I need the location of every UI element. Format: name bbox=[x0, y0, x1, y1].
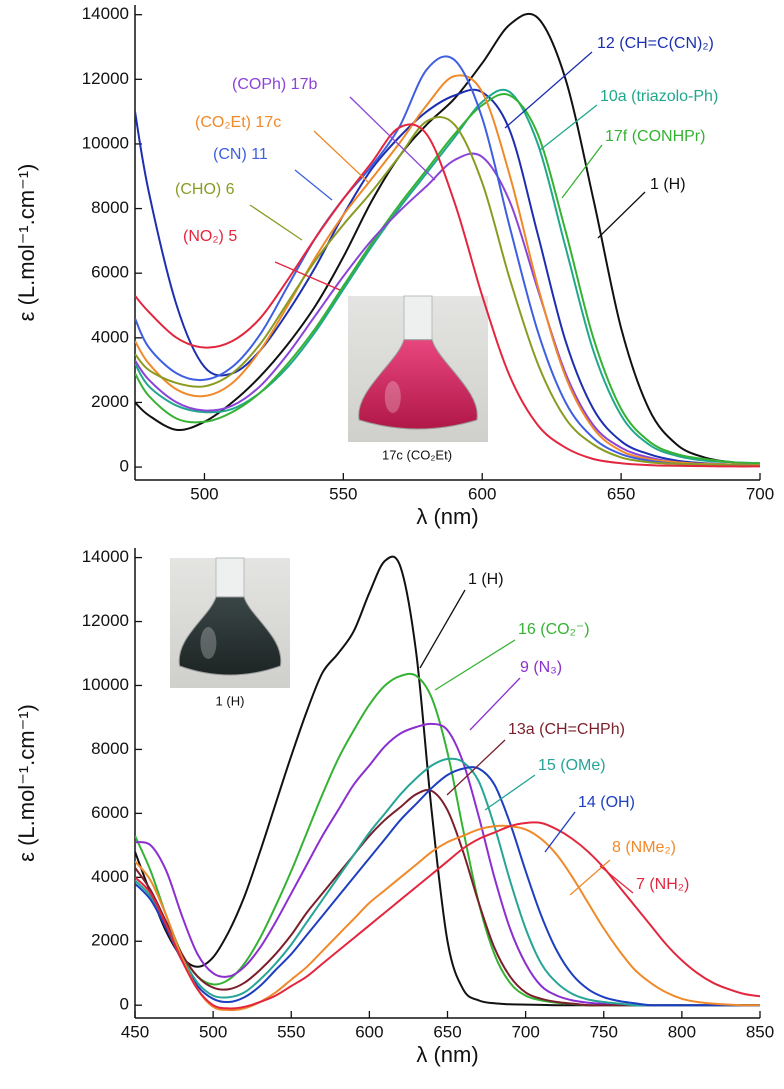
leader-line bbox=[249, 204, 303, 241]
y-tick-label: 6000 bbox=[91, 263, 129, 282]
x-axis-label: λ (nm) bbox=[416, 504, 478, 529]
x-tick-label: 850 bbox=[746, 1022, 774, 1041]
series-label: (CN) 11 bbox=[213, 146, 268, 163]
leader-line bbox=[504, 51, 593, 129]
y-tick-label: 14000 bbox=[82, 4, 129, 23]
spectrum-line bbox=[135, 824, 760, 1012]
spectrum-line bbox=[135, 88, 760, 467]
flask-neck bbox=[215, 557, 245, 598]
leader-line bbox=[561, 144, 603, 199]
y-tick-label: 12000 bbox=[82, 611, 129, 630]
series-label: 8 (NMe₂) bbox=[612, 839, 676, 856]
series-label: 10a (triazolo-Ph) bbox=[600, 88, 718, 105]
y-tick-label: 4000 bbox=[91, 867, 129, 886]
x-tick-label: 650 bbox=[433, 1022, 461, 1041]
spectrum-line bbox=[135, 88, 760, 465]
series-label: 17f (CONHPr) bbox=[605, 128, 705, 145]
leader-line bbox=[446, 739, 506, 796]
spectrum-line bbox=[135, 123, 760, 468]
spectrum-line bbox=[135, 152, 760, 467]
spectrum-line bbox=[135, 722, 760, 1007]
x-tick-label: 750 bbox=[590, 1022, 618, 1041]
leader-line bbox=[569, 859, 611, 896]
x-tick-label: 500 bbox=[199, 1022, 227, 1041]
y-tick-label: 6000 bbox=[91, 803, 129, 822]
leader-line bbox=[434, 639, 516, 691]
leader-line bbox=[349, 96, 436, 181]
y-tick-label: 0 bbox=[120, 995, 129, 1014]
x-tick-label: 600 bbox=[355, 1022, 383, 1041]
y-tick-label: 12000 bbox=[82, 69, 129, 88]
x-tick-label: 700 bbox=[746, 484, 774, 503]
series-label: 13a (CH=CHPh) bbox=[508, 721, 625, 738]
series-label: 7 (NH₂) bbox=[636, 876, 689, 893]
leader-line bbox=[544, 811, 576, 853]
series-label: 9 (N₃) bbox=[520, 659, 562, 676]
leader-line bbox=[539, 104, 598, 151]
spectrum-line bbox=[135, 788, 760, 1007]
x-axis-label: λ (nm) bbox=[416, 1042, 478, 1067]
leader-line bbox=[469, 677, 521, 731]
series-label: (CHO) 6 bbox=[175, 181, 235, 198]
series-label: 14 (OH) bbox=[578, 794, 635, 811]
x-tick-label: 500 bbox=[190, 484, 218, 503]
leader-line bbox=[313, 130, 369, 183]
series-label: 1 (H) bbox=[650, 176, 686, 193]
y-tick-label: 0 bbox=[120, 457, 129, 476]
y-tick-label: 4000 bbox=[91, 327, 129, 346]
flask-body bbox=[358, 339, 478, 430]
y-tick-label: 14000 bbox=[82, 547, 129, 566]
leader-line bbox=[484, 774, 536, 811]
flask-highlight bbox=[384, 381, 401, 413]
spectrum-line bbox=[135, 12, 760, 465]
x-tick-label: 800 bbox=[668, 1022, 696, 1041]
y-tick-label: 8000 bbox=[91, 198, 129, 217]
spectrum-line bbox=[135, 55, 760, 467]
y-axis-label: ε (L.mol⁻¹.cm⁻¹) bbox=[14, 704, 39, 862]
y-tick-label: 2000 bbox=[91, 931, 129, 950]
y-tick-label: 8000 bbox=[91, 739, 129, 758]
inset-caption: 1 (H) bbox=[216, 693, 245, 708]
x-tick-label: 450 bbox=[121, 1022, 149, 1041]
spectrum-line bbox=[135, 93, 760, 465]
x-tick-label: 650 bbox=[607, 484, 635, 503]
spectrum-line bbox=[135, 116, 760, 467]
leader-line bbox=[597, 191, 646, 239]
flask-body bbox=[178, 596, 282, 676]
spectrum-line bbox=[135, 74, 760, 467]
y-tick-label: 2000 bbox=[91, 392, 129, 411]
series-label: (COPh) 17b bbox=[232, 76, 317, 93]
spectrum-line bbox=[135, 821, 760, 1010]
y-axis-label: ε (L.mol⁻¹.cm⁻¹) bbox=[14, 164, 39, 322]
flask-highlight bbox=[200, 627, 217, 659]
x-tick-label: 600 bbox=[468, 484, 496, 503]
leader-line bbox=[274, 261, 341, 291]
x-tick-label: 550 bbox=[329, 484, 357, 503]
plot-area bbox=[135, 12, 760, 468]
flask-neck bbox=[403, 295, 433, 341]
leader-line bbox=[419, 589, 466, 669]
x-tick-label: 700 bbox=[511, 1022, 539, 1041]
leader-line bbox=[294, 169, 333, 201]
y-tick-label: 10000 bbox=[82, 133, 129, 152]
x-tick-label: 550 bbox=[277, 1022, 305, 1041]
series-label: 15 (OMe) bbox=[538, 757, 606, 774]
series-label: (NO₂) 5 bbox=[183, 228, 237, 245]
leader-line bbox=[599, 865, 634, 894]
y-tick-label: 10000 bbox=[82, 675, 129, 694]
series-label: 12 (CH=C(CN)₂) bbox=[597, 35, 714, 52]
series-label: 1 (H) bbox=[468, 571, 504, 588]
spectrum-line bbox=[135, 766, 760, 1007]
inset-caption: 17c (CO₂Et) bbox=[382, 447, 452, 462]
plot-area bbox=[135, 555, 760, 1012]
series-label: (CO₂Et) 17c bbox=[195, 114, 281, 131]
series-label: 16 (CO₂⁻) bbox=[518, 621, 590, 638]
